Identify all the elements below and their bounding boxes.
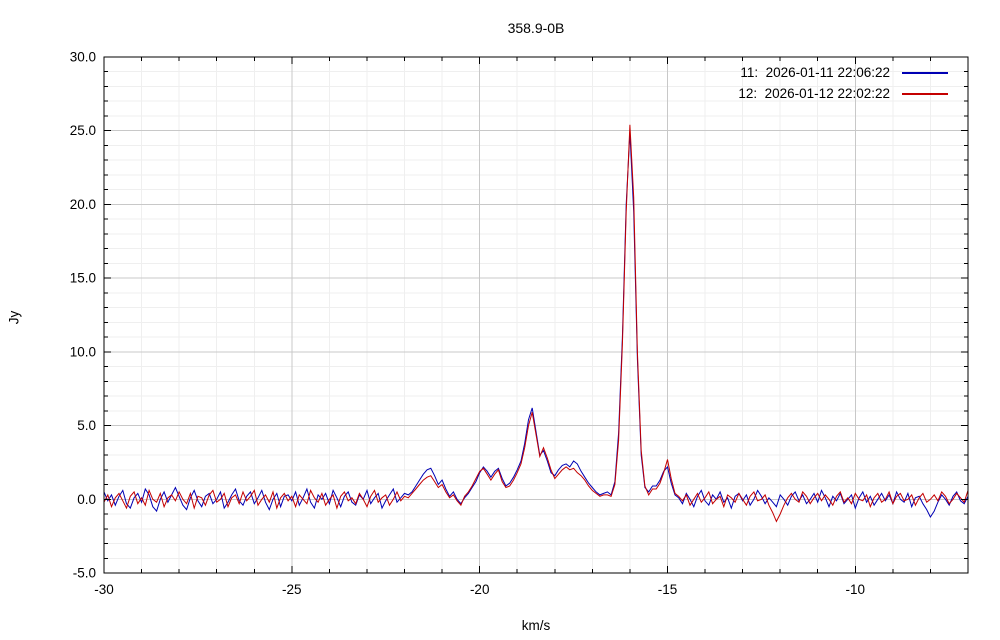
y-tick-label: 30.0 bbox=[70, 50, 96, 65]
x-axis-label: km/s bbox=[521, 618, 551, 633]
legend-item: 11: 2026-01-11 22:06:22 bbox=[738, 62, 948, 83]
x-tick-label: -15 bbox=[658, 582, 678, 597]
y-tick-label: 0.0 bbox=[77, 492, 96, 507]
y-tick-label: 25.0 bbox=[70, 123, 96, 138]
legend-label: 12: 2026-01-12 22:02:22 bbox=[738, 86, 890, 101]
x-tick-label: -25 bbox=[282, 582, 302, 597]
y-tick-label: 15.0 bbox=[70, 271, 96, 286]
y-tick-label: 5.0 bbox=[77, 418, 96, 433]
legend-line-sample bbox=[902, 71, 948, 74]
x-tick-label: -20 bbox=[470, 582, 490, 597]
plot-border bbox=[103, 56, 969, 574]
y-tick-label: 20.0 bbox=[70, 197, 96, 212]
series-line-1 bbox=[103, 124, 969, 523]
x-tick-label: -10 bbox=[846, 582, 866, 597]
y-tick-label: 10.0 bbox=[70, 344, 96, 359]
x-tick-label: -30 bbox=[94, 582, 114, 597]
chart-title: 358.9-0B bbox=[507, 20, 565, 36]
legend: 11: 2026-01-11 22:06:22 12: 2026-01-12 2… bbox=[738, 62, 948, 104]
legend-item: 12: 2026-01-12 22:02:22 bbox=[738, 83, 948, 104]
legend-label: 11: 2026-01-11 22:06:22 bbox=[740, 65, 890, 80]
legend-line-sample bbox=[902, 92, 948, 95]
y-tick-label: -5.0 bbox=[73, 566, 96, 581]
